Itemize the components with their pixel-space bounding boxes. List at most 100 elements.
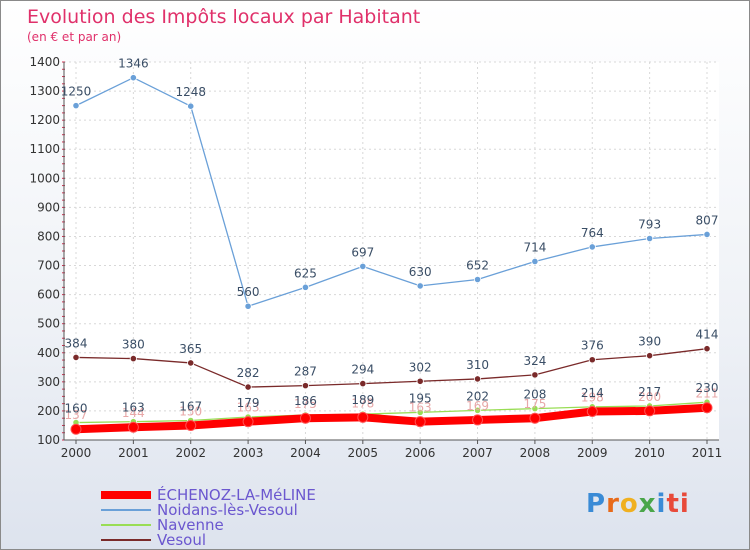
data-point <box>357 411 369 423</box>
data-point <box>588 356 596 364</box>
proxiti-logo: Proxiti <box>586 489 690 519</box>
data-point <box>416 282 424 290</box>
data-label: 1346 <box>118 57 149 71</box>
y-tick-label: 800 <box>37 229 60 243</box>
chart-title: Evolution des Impôts locaux par Habitant <box>27 6 421 28</box>
legend-swatch <box>101 524 151 526</box>
y-tick-label: 1100 <box>29 142 60 156</box>
data-point <box>244 302 252 310</box>
logo-letter: P <box>586 489 607 519</box>
data-point <box>646 352 654 360</box>
data-label: 163 <box>122 401 145 415</box>
data-label: 376 <box>581 339 604 353</box>
data-label: 200 <box>638 390 661 404</box>
x-tick-label: 2010 <box>634 446 665 460</box>
x-tick-label: 2000 <box>61 446 92 460</box>
data-label: 160 <box>65 402 88 416</box>
data-label: 169 <box>466 399 489 413</box>
data-point <box>414 416 426 428</box>
plot-area <box>64 62 719 440</box>
data-label: 652 <box>466 258 489 272</box>
series-line-Vesoul <box>75 348 708 388</box>
data-label: 198 <box>581 391 604 405</box>
y-tick-label: 400 <box>37 346 60 360</box>
data-label: 302 <box>409 360 432 374</box>
legend-swatch <box>101 539 151 541</box>
data-point <box>72 353 80 362</box>
data-label: 764 <box>581 226 604 240</box>
data-label: 217 <box>638 385 661 399</box>
data-point <box>72 102 80 110</box>
legend-label: Vesoul <box>157 531 206 549</box>
logo-letter: x <box>638 489 657 519</box>
data-label: 414 <box>696 328 719 342</box>
data-point <box>129 354 137 363</box>
data-point <box>416 377 424 385</box>
legend-label: ÉCHENOZ-LA-MéLINE <box>157 486 316 504</box>
data-label: 163 <box>237 401 260 415</box>
y-tick-label: 700 <box>37 259 60 273</box>
y-tick-label: 100 <box>37 433 60 447</box>
logo-letter: ti <box>666 489 690 519</box>
data-point <box>129 74 137 82</box>
data-label: 384 <box>65 336 88 350</box>
x-tick-label: 2004 <box>290 446 321 460</box>
x-tick-label: 2009 <box>577 446 608 460</box>
data-point <box>701 402 713 414</box>
series-line-ÉCHENOZ-LA-MéLINE <box>72 403 711 434</box>
y-tick-label: 1300 <box>29 84 60 98</box>
data-point <box>531 371 539 379</box>
series-line-Navenne <box>75 401 708 424</box>
data-label: 202 <box>466 389 489 403</box>
data-label: 195 <box>409 391 432 405</box>
x-tick-label: 2008 <box>520 446 551 460</box>
data-point <box>473 375 482 383</box>
data-label: 324 <box>523 354 546 368</box>
x-tick-label: 2001 <box>118 446 149 460</box>
data-point <box>531 257 539 266</box>
data-point <box>416 408 424 416</box>
legend-swatch <box>101 491 151 499</box>
chart-subtitle: (en € et par an) <box>27 30 122 44</box>
data-label: 380 <box>122 338 145 352</box>
data-point <box>703 230 711 239</box>
data-point <box>472 414 484 426</box>
legend-label: Navenne <box>157 516 224 534</box>
data-label: 714 <box>523 240 546 254</box>
data-point <box>586 406 598 418</box>
legend-label: Noidans-lès-Vesoul <box>157 501 298 519</box>
data-label: 163 <box>409 401 432 415</box>
data-label: 697 <box>351 245 374 259</box>
data-label: 230 <box>696 381 719 395</box>
data-label: 630 <box>409 265 432 279</box>
data-label: 1250 <box>61 85 92 99</box>
y-tick-label: 200 <box>37 404 60 418</box>
data-label: 175 <box>523 397 546 411</box>
data-label: 211 <box>696 387 719 401</box>
data-point <box>244 383 252 391</box>
data-label: 625 <box>294 266 317 280</box>
data-label: 1248 <box>175 85 206 99</box>
data-point <box>531 404 539 413</box>
data-point <box>242 416 254 428</box>
data-label: 214 <box>581 386 604 400</box>
data-point <box>70 423 82 435</box>
data-point <box>299 412 311 424</box>
data-label: 793 <box>638 217 661 231</box>
y-tick-label: 300 <box>37 375 60 389</box>
x-tick-label: 2003 <box>233 446 264 460</box>
data-point <box>529 412 541 424</box>
data-label: 150 <box>179 404 202 418</box>
logo-letter: o <box>619 489 639 519</box>
logo-letter: i <box>656 489 667 519</box>
data-label: 186 <box>294 394 317 408</box>
x-tick-label: 2002 <box>175 446 206 460</box>
data-label: 365 <box>179 342 202 356</box>
data-label: 294 <box>351 363 374 377</box>
x-tick-label: 2011 <box>692 446 723 460</box>
data-point <box>359 262 367 271</box>
data-label: 390 <box>638 335 661 349</box>
data-label: 208 <box>523 388 546 402</box>
data-label: 282 <box>237 366 260 380</box>
